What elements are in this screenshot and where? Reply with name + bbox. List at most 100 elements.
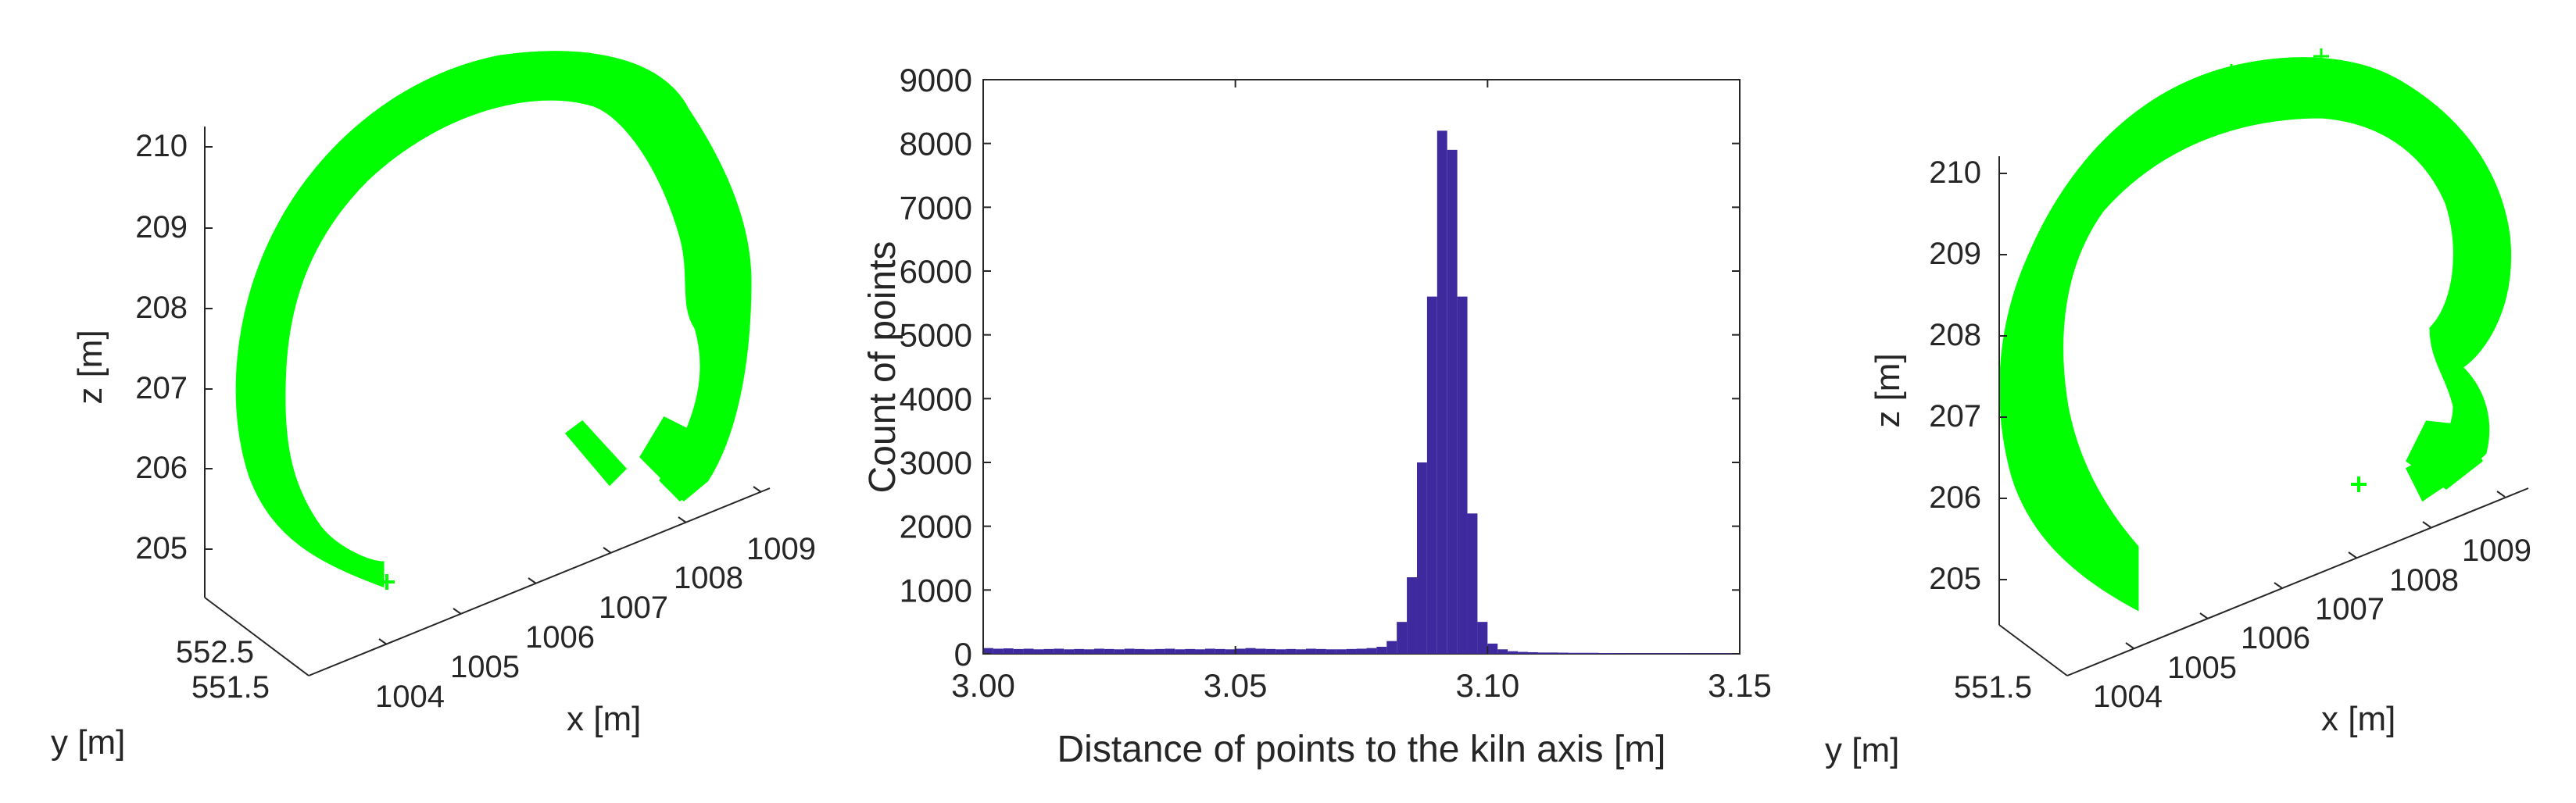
histogram-bar — [1054, 648, 1064, 654]
left-z-tick-labels: 210 209 208 207 206 205 — [135, 129, 188, 566]
histogram-x-tick-label: 3.05 — [1204, 667, 1268, 704]
histogram-bar — [1074, 648, 1085, 654]
histogram-bar — [1578, 652, 1589, 654]
histogram-bar — [1537, 652, 1548, 654]
histogram-y-tick-label: 8000 — [900, 126, 972, 162]
right-z-tick-label: 205 — [1929, 562, 1981, 596]
histogram-bar — [1225, 649, 1236, 654]
histogram-bar — [1366, 648, 1377, 654]
histogram-y-tick-label: 0 — [954, 636, 972, 673]
histogram-bar — [1134, 648, 1145, 654]
histogram-y-tick-label: 7000 — [900, 189, 972, 226]
right-x-tick-label: 1008 — [2389, 563, 2459, 598]
right-x-tick-label: 1006 — [2241, 621, 2310, 655]
histogram-bar — [1093, 648, 1104, 654]
right-z-tick-labels: 210 209 208 207 206 205 — [1929, 155, 1981, 596]
left-z-ticks — [205, 146, 213, 550]
right-x-tick-label: 1005 — [2167, 651, 2237, 685]
histogram-bar — [1064, 649, 1075, 654]
histogram-bar — [1104, 648, 1114, 654]
left-x-tick-label: 1006 — [525, 620, 595, 655]
left-x-tick-label: 1009 — [746, 532, 816, 566]
histogram-bar — [1397, 622, 1408, 654]
histogram-bar — [1306, 648, 1316, 654]
histogram-bar — [1195, 649, 1205, 654]
left-band-end — [639, 416, 709, 502]
histogram-x-tick-label: 3.00 — [951, 667, 1015, 704]
left-ring-band — [235, 51, 752, 588]
right-top-crosses — [2134, 48, 2329, 125]
histogram-bar — [1568, 652, 1579, 654]
right-z-tick-label: 209 — [1929, 237, 1981, 271]
histogram-bar — [1154, 648, 1165, 654]
histogram-bar — [1487, 643, 1498, 654]
right-x-tick-label: 1007 — [2315, 592, 2385, 626]
right-x-axis-label: x [m] — [2321, 700, 2395, 738]
right-3d-scatter-plot: 210 209 208 207 206 205 z [m] 551.5 y [m… — [1825, 48, 2531, 769]
histogram-bar — [1426, 296, 1437, 654]
histogram-bar — [1658, 653, 1669, 654]
left-z-tick-label: 205 — [135, 531, 188, 566]
histogram-bar — [1033, 649, 1044, 654]
histogram-bar — [1619, 653, 1630, 654]
left-x-tick-label: 1005 — [450, 650, 520, 684]
histogram-bar — [1013, 648, 1024, 654]
left-y-axis-label: y [m] — [51, 723, 125, 762]
histogram-bar — [1346, 648, 1357, 654]
left-x-axis-label: x [m] — [567, 700, 641, 738]
right-y-axis-label: y [m] — [1825, 731, 1899, 769]
histogram-bar — [1669, 653, 1680, 654]
left-x-tick-label: 1004 — [375, 680, 445, 714]
histogram-bar — [1527, 651, 1538, 654]
left-x-tick-labels: 1004 1005 1006 1007 1008 1009 — [375, 532, 816, 714]
right-z-tick-label: 210 — [1929, 155, 1981, 190]
histogram-bar — [1386, 641, 1397, 654]
right-y-axis-line — [1998, 624, 2068, 676]
histogram-bar — [1315, 648, 1326, 654]
histogram-bar — [1296, 649, 1307, 654]
histogram-bar — [1356, 648, 1367, 654]
histogram-bar — [1638, 653, 1649, 654]
histogram-bar — [1084, 649, 1094, 654]
histogram-bar — [1175, 649, 1186, 654]
histogram-y-tick-label: 3000 — [900, 444, 972, 481]
histogram-y-tick-label: 5000 — [900, 317, 972, 354]
left-point-cloud — [235, 51, 752, 590]
left-z-tick-label: 206 — [135, 451, 188, 485]
histogram-bar — [1588, 652, 1599, 654]
left-z-tick-label: 209 — [135, 210, 188, 244]
left-z-tick-label: 208 — [135, 291, 188, 325]
right-x-ticks — [2125, 491, 2506, 649]
right-plus-marker — [2351, 476, 2367, 492]
histogram-bar — [1416, 462, 1427, 654]
histogram-bar — [1144, 649, 1155, 654]
left-y-axis-line — [204, 597, 309, 676]
left-3d-scatter-plot: 210 209 208 207 206 205 z [m] 552.5 551.… — [51, 51, 816, 762]
histogram-bar — [1245, 648, 1256, 654]
histogram-y-axis-label: Count of points — [862, 241, 903, 494]
histogram-y-tick-label: 9000 — [900, 62, 972, 98]
histogram-plot: 0 1000 2000 3000 4000 5000 6000 7000 8000 9000 3.… — [862, 62, 1772, 770]
histogram-bar — [1043, 648, 1054, 654]
histogram-bar — [1124, 648, 1135, 654]
right-z-tick-label: 207 — [1929, 399, 1981, 434]
histogram-bar — [1689, 653, 1700, 654]
histogram-bar — [1508, 651, 1519, 654]
histogram-bar — [1165, 648, 1175, 654]
histogram-bar — [1286, 648, 1297, 654]
histogram-bar — [1023, 648, 1034, 654]
histogram-axes-box — [982, 79, 1741, 655]
right-y-tick-labels: 551.5 — [1954, 670, 2032, 705]
histogram-bar — [993, 648, 1004, 654]
right-z-tick-label: 206 — [1929, 480, 1981, 515]
histogram-bar — [1467, 513, 1478, 654]
left-x-tick-label: 1008 — [674, 561, 743, 595]
left-z-axis-label: z [m] — [71, 330, 109, 404]
histogram-bar — [1558, 652, 1569, 654]
histogram-bar — [1215, 648, 1225, 654]
histogram-bar — [1265, 648, 1276, 654]
left-z-tick-label: 210 — [135, 129, 188, 163]
right-x-axis-line — [2066, 487, 2529, 676]
histogram-bar — [1699, 653, 1710, 654]
